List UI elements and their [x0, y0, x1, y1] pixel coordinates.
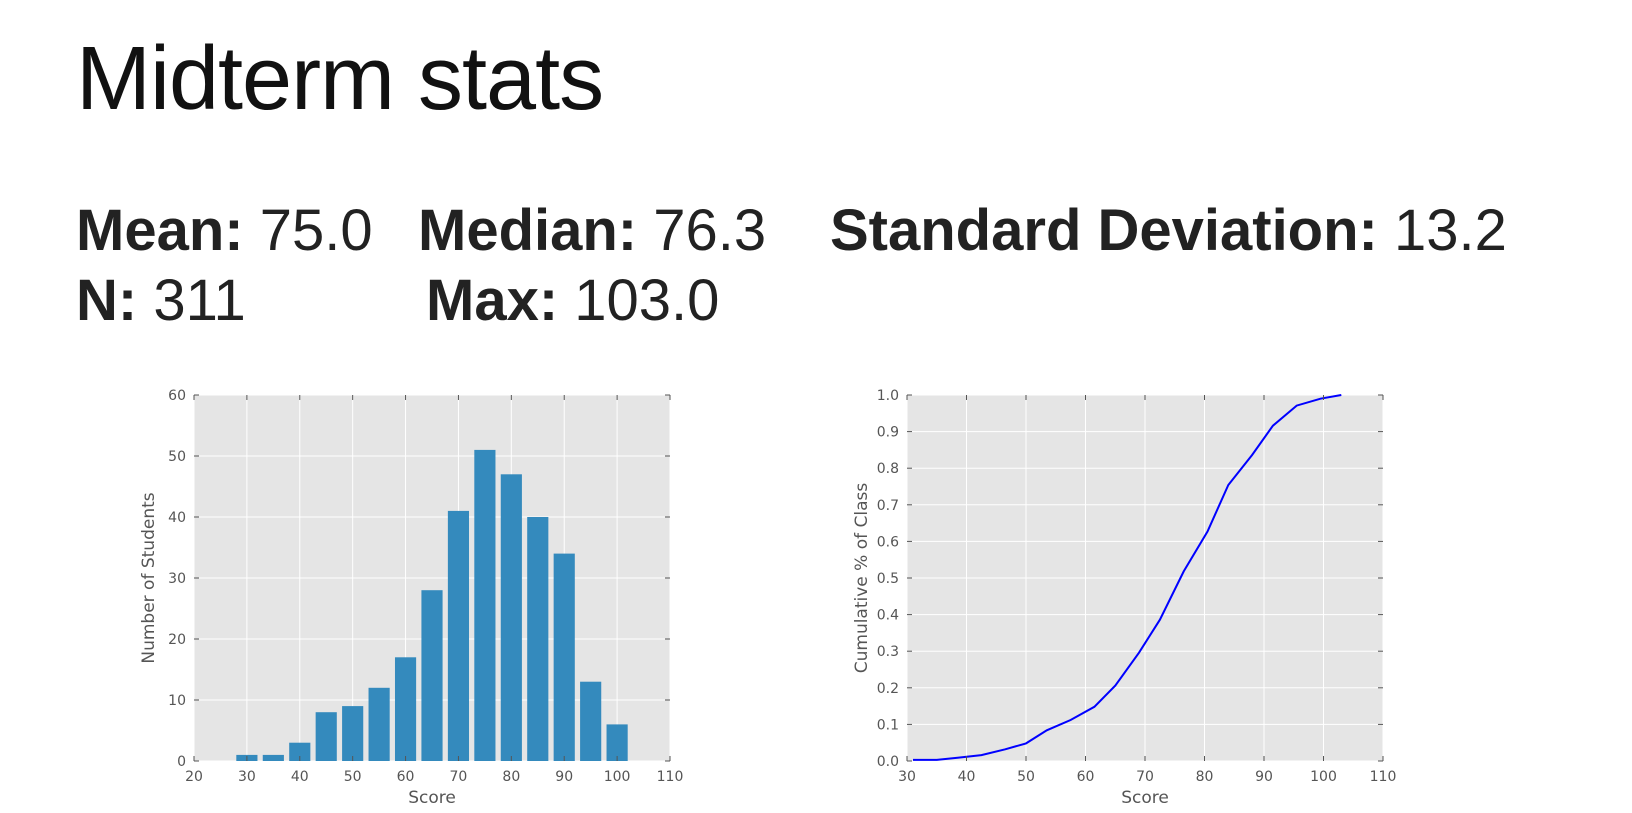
y-tick-label: 0.5: [877, 571, 899, 587]
stat-std: Standard Deviation: 13.2: [830, 202, 1507, 260]
stat-median-value: 76.3: [653, 198, 767, 263]
x-tick-label: 50: [1017, 769, 1035, 785]
y-tick-label: 0.2: [877, 681, 899, 697]
cumulative-line: [913, 394, 1342, 761]
x-tick-label: 60: [1077, 769, 1095, 785]
stat-std-label: Standard Deviation:: [830, 198, 1378, 263]
stat-n: N: 311: [76, 272, 246, 330]
y-tick-label: 30: [168, 571, 186, 587]
stat-max-label: Max:: [426, 268, 559, 333]
y-tick-label: 1.0: [877, 388, 899, 404]
x-tick-label: 40: [291, 769, 309, 785]
histogram-bar: [289, 742, 311, 761]
page-title: Midterm stats: [76, 29, 604, 129]
x-tick-label: 100: [604, 769, 631, 785]
x-tick-label: 80: [1196, 769, 1214, 785]
histogram-bar: [421, 590, 443, 761]
x-tick-label: 60: [397, 769, 415, 785]
x-tick-label: 30: [238, 769, 256, 785]
stat-max-value: 103.0: [574, 268, 720, 333]
y-axis-label: Cumulative % of Class: [852, 483, 872, 674]
y-tick-label: 0.0: [877, 754, 899, 770]
histogram-bar: [394, 657, 417, 761]
x-tick-label: 110: [657, 769, 684, 785]
x-tick-label: 40: [958, 769, 976, 785]
y-tick-label: 40: [168, 510, 186, 526]
y-tick-label: 0.1: [877, 717, 899, 733]
x-tick-label: 70: [450, 769, 468, 785]
stat-median-label: Median:: [418, 198, 638, 263]
stat-max: Max: 103.0: [426, 272, 719, 330]
y-tick-label: 10: [168, 693, 186, 709]
y-tick-label: 60: [168, 388, 186, 404]
histogram-bar: [315, 712, 337, 761]
stat-std-value: 13.2: [1393, 198, 1507, 263]
stat-n-value: 311: [153, 268, 246, 333]
histogram-bar: [500, 474, 522, 761]
x-tick-label: 70: [1136, 769, 1154, 785]
y-tick-label: 0.7: [877, 498, 899, 514]
x-tick-label: 30: [898, 769, 916, 785]
histogram-bar: [368, 687, 390, 761]
x-tick-label: 110: [1370, 769, 1397, 785]
cumulative-chart: 30 40 50 60 70 80 90 100 110 0.0 0.1 0.2 0.3 0.4 0.5 0.…: [852, 388, 1396, 808]
x-tick-label: 80: [502, 769, 520, 785]
x-axis-label: Score: [408, 788, 456, 808]
y-tick-label: 0.4: [877, 608, 899, 624]
stat-median: Median: 76.3: [418, 202, 766, 260]
y-tick-label: 0.8: [877, 461, 899, 477]
y-axis-label: Number of Students: [139, 492, 159, 663]
histogram-bar: [447, 510, 470, 761]
histogram-bar: [342, 706, 364, 761]
y-tick-label: 20: [168, 632, 186, 648]
y-tick-label: 50: [168, 449, 186, 465]
stat-mean-label: Mean:: [76, 198, 244, 263]
x-tick-label: 100: [1310, 769, 1337, 785]
histogram-bar: [527, 517, 549, 761]
histogram-bar: [553, 553, 575, 761]
x-tick-label: 20: [185, 769, 203, 785]
histogram-bar: [606, 724, 628, 761]
y-tick-label: 0.9: [877, 425, 899, 441]
x-axis-label: Score: [1121, 788, 1169, 808]
histogram-bar: [474, 449, 496, 761]
histogram-bar: [262, 754, 284, 761]
stat-mean-value: 75.0: [259, 198, 373, 263]
stat-mean: Mean: 75.0: [76, 202, 373, 260]
y-tick-label: 0.3: [877, 644, 899, 660]
stat-n-label: N:: [76, 268, 138, 333]
histogram-bar: [580, 681, 602, 761]
x-tick-label: 90: [555, 769, 573, 785]
y-tick-label: 0.6: [877, 534, 899, 550]
histogram-plot: 20 30 40 50 60 70 80 90 100 110 0 10 20 30 40 50 60 Score…: [139, 388, 683, 808]
y-tick-label: 0: [177, 754, 186, 770]
x-tick-label: 90: [1255, 769, 1273, 785]
x-tick-label: 50: [344, 769, 362, 785]
